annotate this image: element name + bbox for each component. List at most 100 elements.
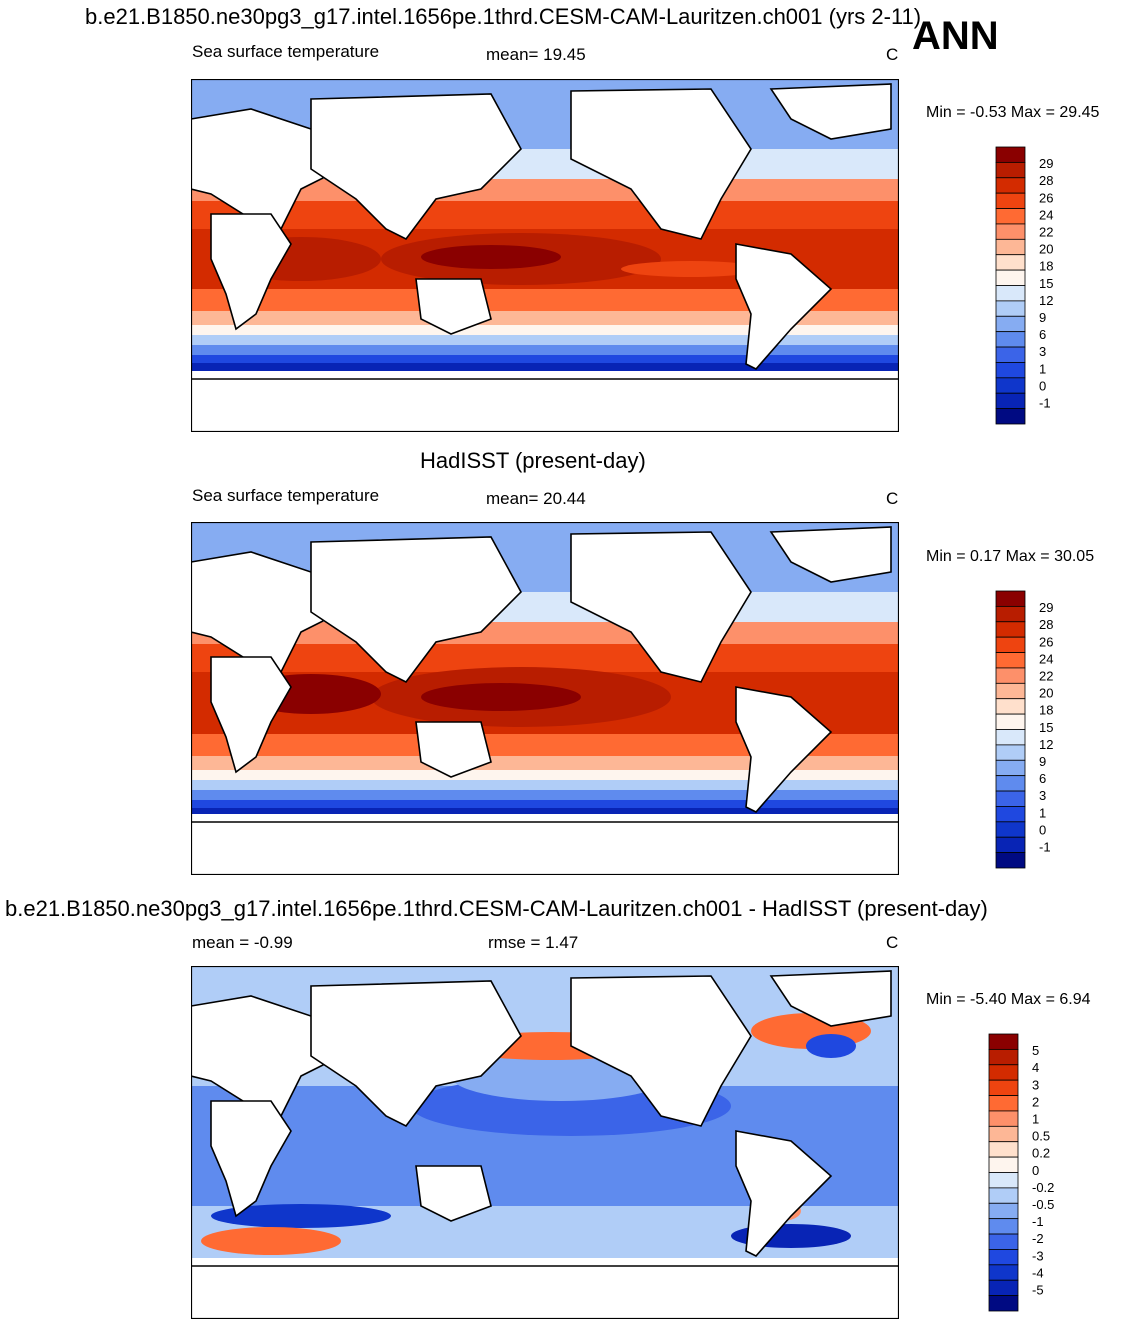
colorbar-box [995, 254, 1026, 271]
colorbar-label: 9 [1039, 310, 1046, 325]
colorbar-box [988, 1095, 1019, 1112]
colorbar-label: 12 [1039, 293, 1053, 308]
panel3-mean-label: mean = -0.99 [192, 933, 293, 952]
colorbar-label: 28 [1039, 617, 1053, 632]
colorbar-label: 2 [1032, 1094, 1039, 1109]
panel1-minmax: Min = -0.53 Max = 29.45 [926, 104, 1100, 121]
colorbar-box [995, 636, 1026, 653]
colorbar-label: -1 [1039, 395, 1051, 410]
colorbar-label: 0 [1039, 822, 1046, 837]
colorbar-label: 18 [1039, 259, 1053, 274]
colorbar-label: 29 [1039, 600, 1053, 615]
colorbar-box [988, 1156, 1019, 1173]
main-title: b.e21.B1850.ne30pg3_g17.intel.1656pe.1th… [85, 4, 922, 29]
colorbar-label: 4 [1032, 1060, 1039, 1075]
colorbar-label: -2 [1032, 1231, 1044, 1246]
colorbar-box [995, 729, 1026, 746]
colorbar-box [995, 223, 1026, 240]
colorbar-label: 15 [1039, 720, 1053, 735]
panel2-minmax: Min = 0.17 Max = 30.05 [926, 548, 1095, 565]
colorbar-box [995, 408, 1026, 425]
colorbar-label: 24 [1039, 207, 1053, 222]
colorbar-label: 1 [1039, 361, 1046, 376]
colorbar-label: 0 [1039, 378, 1046, 393]
colorbar-label: 12 [1039, 737, 1053, 752]
colorbar-box [988, 1187, 1019, 1204]
colorbar-box [995, 362, 1026, 379]
colorbar-label: 3 [1039, 788, 1046, 803]
panel3-rmse-label: rmse = 1.47 [488, 933, 579, 952]
colorbar-box [988, 1233, 1019, 1250]
colorbar-box [995, 238, 1026, 256]
panel3-continents [191, 970, 899, 1319]
colorbar-box [988, 1125, 1019, 1143]
colorbar-label: -4 [1032, 1265, 1044, 1280]
colorbar-box [995, 713, 1026, 730]
colorbar-label: 6 [1039, 771, 1046, 786]
colorbar-box [988, 1172, 1019, 1189]
colorbar-box [995, 315, 1026, 333]
colorbar-label: -1 [1032, 1214, 1044, 1229]
colorbar-label: 0.2 [1032, 1146, 1050, 1161]
season-label: ANN [912, 14, 999, 58]
colorbar-box [988, 1048, 1019, 1066]
colorbar-box [995, 331, 1026, 348]
colorbar-box [995, 621, 1026, 638]
colorbar-box [988, 1033, 1019, 1050]
panel1-continents [191, 83, 899, 432]
colorbar-box [988, 1202, 1019, 1220]
colorbar-box [995, 605, 1026, 623]
panel2-map [191, 522, 899, 875]
colorbar-box [995, 161, 1026, 179]
colorbar-label: 20 [1039, 686, 1053, 701]
colorbar-box [988, 1249, 1019, 1266]
panel3-minmax: Min = -5.40 Max = 6.94 [926, 991, 1091, 1008]
panel2-variable-label: Sea surface temperature [192, 486, 380, 505]
panel2-units-label: C [886, 489, 899, 508]
colorbar-box [988, 1218, 1019, 1235]
colorbar-box [995, 392, 1026, 410]
panel2-title: HadISST (present-day) [420, 448, 646, 473]
colorbar-box [995, 698, 1026, 715]
panel3-title: b.e21.B1850.ne30pg3_g17.intel.1656pe.1th… [5, 896, 988, 921]
panel1-mean-label: mean= 19.45 [486, 45, 586, 64]
panel1-variable-label: Sea surface temperature [192, 42, 380, 61]
colorbar-label: 26 [1039, 634, 1053, 649]
colorbar-box [988, 1141, 1019, 1158]
panel3-colorbar: 5 4 3 2 1 0.5 0.2 0 -0.2 -0.5 -1 -2 -3 -4 -5 [988, 1033, 1054, 1312]
colorbar-box [995, 300, 1026, 317]
colorbar-box [988, 1079, 1019, 1096]
colorbar-box [995, 285, 1026, 302]
colorbar-box [995, 790, 1026, 807]
colorbar-box [995, 346, 1026, 363]
colorbar-box [988, 1279, 1019, 1297]
colorbar-box [988, 1295, 1019, 1312]
colorbar-label: 29 [1039, 156, 1053, 171]
colorbar-label: -5 [1032, 1282, 1044, 1297]
colorbar-box [995, 682, 1026, 700]
colorbar-label: 0 [1032, 1163, 1039, 1178]
colorbar-box [995, 836, 1026, 854]
panel2-mean-label: mean= 20.44 [486, 489, 586, 508]
panel1-units-label: C [886, 45, 899, 64]
colorbar-label: 1 [1032, 1111, 1039, 1126]
colorbar-box [995, 852, 1026, 869]
colorbar-box [995, 806, 1026, 823]
colorbar-box [988, 1064, 1019, 1081]
colorbar-label: 28 [1039, 173, 1053, 188]
colorbar-label: -0.2 [1032, 1180, 1054, 1195]
colorbar-box [995, 192, 1026, 209]
colorbar-box [995, 146, 1026, 163]
colorbar-box [995, 377, 1026, 394]
colorbar-label: 3 [1039, 344, 1046, 359]
colorbar-label: 0.5 [1032, 1129, 1050, 1144]
colorbar-label: 1 [1039, 805, 1046, 820]
colorbar-box [995, 744, 1026, 761]
colorbar-label: 20 [1039, 242, 1053, 257]
colorbar-label: -0.5 [1032, 1197, 1054, 1212]
panel2-colorbar: 29 28 26 24 22 20 18 15 12 9 6 3 1 0 -1 [995, 590, 1053, 869]
colorbar-box [995, 821, 1026, 838]
colorbar-box [995, 759, 1026, 777]
colorbar-box [995, 269, 1026, 286]
panel3-units-label: C [886, 933, 899, 952]
